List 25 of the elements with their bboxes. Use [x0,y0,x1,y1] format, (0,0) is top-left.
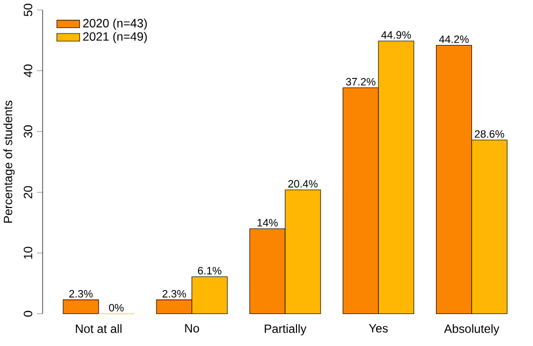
data-label: 2.3% [162,290,186,298]
data-label: 6.1% [198,267,222,275]
legend-label: 2020 (n=43) [83,18,147,30]
x-tick-label: Partially [264,324,306,336]
data-label: 14% [258,219,278,227]
y-axis-title: Percentage of students [3,100,15,223]
data-label: 20.4% [288,180,318,188]
data-label: 28.6% [474,130,504,138]
legend-label: 2021 (n=49) [83,32,147,44]
data-label: 44.2% [439,36,469,44]
y-tick-label: 40 [24,64,32,78]
y-tick-label: 20 [24,186,32,198]
data-label: 44.9% [381,31,411,39]
data-label: 37.2% [346,78,376,86]
y-tick-label: 10 [24,246,32,259]
data-label: 2.3% [69,290,93,298]
y-tick-label: 50 [24,4,32,16]
x-tick-label: Absolutely [444,324,500,336]
data-label: 0% [109,304,124,312]
x-tick-label: Not at all [76,324,122,334]
bar [62,300,99,314]
y-tick-label: 30 [24,125,32,138]
x-tick-label: No [185,324,200,333]
x-tick-label: Yes [368,324,388,333]
y-tick-label: 0 [24,311,32,317]
